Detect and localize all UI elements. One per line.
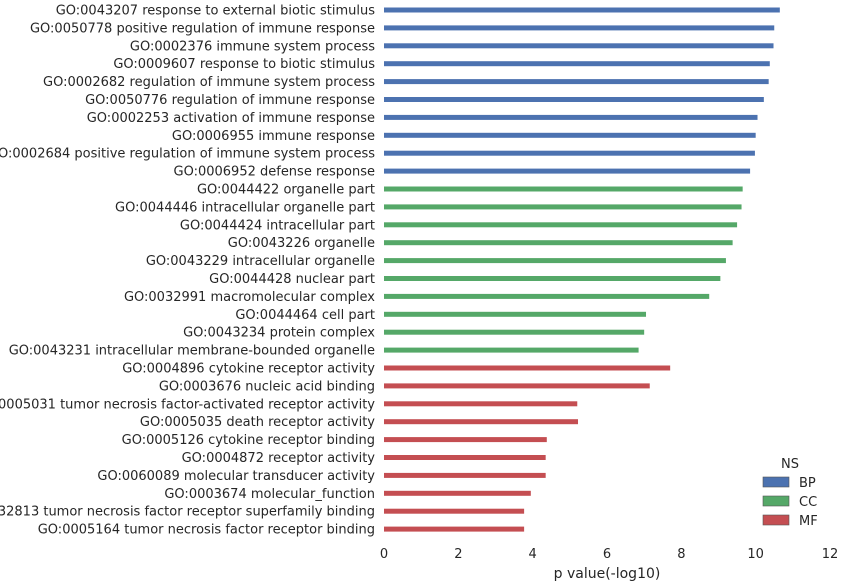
- bar-mf: [384, 508, 525, 514]
- legend-swatch-mf: [762, 514, 790, 526]
- category-label: GO:0005126 cytokine receptor binding: [122, 433, 375, 448]
- category-label: GO:0043234 protein complex: [183, 326, 375, 341]
- bar-mf: [384, 490, 531, 496]
- category-label: GO:0006952 defense response: [174, 165, 376, 180]
- legend: NS BP CC MF: [762, 457, 818, 529]
- bar-cc: [384, 240, 733, 246]
- x-tick-label: 2: [454, 547, 462, 562]
- category-label: GO:0002376 immune system process: [130, 39, 375, 54]
- bar-cc: [384, 293, 710, 299]
- x-tick-label: 0: [380, 547, 388, 562]
- legend-swatch-cc: [762, 495, 790, 507]
- category-label: GO:0043231 intracellular membrane-bounde…: [9, 344, 375, 359]
- bar-cc: [384, 258, 726, 264]
- legend-label-mf: MF: [799, 514, 818, 529]
- category-label: GO:0044422 organelle part: [197, 183, 375, 198]
- category-label: GO:0004872 receptor activity: [182, 451, 376, 466]
- x-axis-title: p value(-log10): [554, 566, 661, 582]
- category-label: GO:0002682 regulation of immune system p…: [43, 75, 375, 90]
- bar-bp: [384, 43, 774, 49]
- bar-cc: [384, 204, 742, 210]
- bar-cc: [384, 222, 738, 228]
- category-label: GO:0032813 tumor necrosis factor recepto…: [0, 505, 375, 520]
- category-label: GO:0003674 molecular_function: [164, 487, 375, 502]
- bar-mf: [384, 383, 650, 389]
- x-ticks-group: 0 2 4 6 8 10 12: [380, 547, 838, 562]
- bar-mf: [384, 401, 578, 407]
- bar-bp: [384, 7, 780, 13]
- bar-bp: [384, 150, 755, 156]
- category-label: GO:0043207 response to external biotic s…: [56, 4, 376, 19]
- category-label: GO:0005031 tumor necrosis factor-activat…: [0, 397, 375, 412]
- bar-cc: [384, 186, 743, 192]
- category-label: GO:0009607 response to biotic stimulus: [113, 57, 375, 72]
- bar-bp: [384, 168, 751, 174]
- legend-swatch-bp: [762, 476, 790, 488]
- bar-cc: [384, 276, 721, 281]
- category-label: GO:0050776 regulation of immune response: [85, 93, 375, 108]
- category-label: GO:0032991 macromolecular complex: [124, 290, 375, 305]
- x-tick-label: 10: [747, 547, 764, 562]
- category-label: GO:0002684 positive regulation of immune…: [0, 147, 375, 162]
- category-label: GO:0004896 cytokine receptor activity: [122, 362, 375, 377]
- bar-bp: [384, 79, 769, 85]
- legend-label-cc: CC: [799, 495, 817, 510]
- x-tick-label: 12: [822, 547, 839, 562]
- category-label: GO:0044424 intracellular part: [180, 218, 375, 233]
- bar-cc: [384, 311, 647, 317]
- category-label: GO:0043229 intracellular organelle: [146, 254, 375, 269]
- category-label: GO:0060089 molecular transducer activity: [97, 469, 375, 484]
- bar-bp: [384, 97, 764, 102]
- legend-title: NS: [781, 457, 799, 472]
- category-label: GO:0044446 intracellular organelle part: [115, 200, 375, 215]
- bar-bp: [384, 114, 758, 120]
- category-label: GO:0005164 tumor necrosis factor recepto…: [38, 523, 375, 538]
- x-tick-label: 8: [677, 547, 685, 562]
- category-label: GO:0044464 cell part: [235, 308, 375, 323]
- legend-label-bp: BP: [799, 476, 816, 491]
- category-label: GO:0002253 activation of immune response: [87, 111, 375, 126]
- bar-bp: [384, 61, 770, 67]
- category-label: GO:0044428 nuclear part: [209, 272, 375, 287]
- bar-cc: [384, 329, 645, 335]
- category-label: GO:0043226 organelle: [228, 236, 375, 251]
- bar-mf: [384, 365, 671, 371]
- x-tick-label: 4: [529, 547, 537, 562]
- bar-mf: [384, 437, 547, 443]
- category-labels-group: GO:0043207 response to external biotic s…: [0, 4, 375, 538]
- bar-cc: [384, 347, 639, 353]
- x-tick-label: 6: [603, 547, 611, 562]
- category-label: GO:0050778 positive regulation of immune…: [30, 21, 375, 36]
- bars-group: [384, 7, 780, 532]
- category-label: GO:0006955 immune response: [172, 129, 375, 144]
- category-label: GO:0003676 nucleic acid binding: [159, 379, 375, 394]
- bar-mf: [384, 455, 546, 460]
- category-label: GO:0005035 death receptor activity: [140, 415, 375, 430]
- bar-bp: [384, 25, 775, 31]
- bar-mf: [384, 526, 525, 532]
- bar-bp: [384, 132, 756, 138]
- bar-mf: [384, 472, 546, 478]
- bar-mf: [384, 419, 579, 425]
